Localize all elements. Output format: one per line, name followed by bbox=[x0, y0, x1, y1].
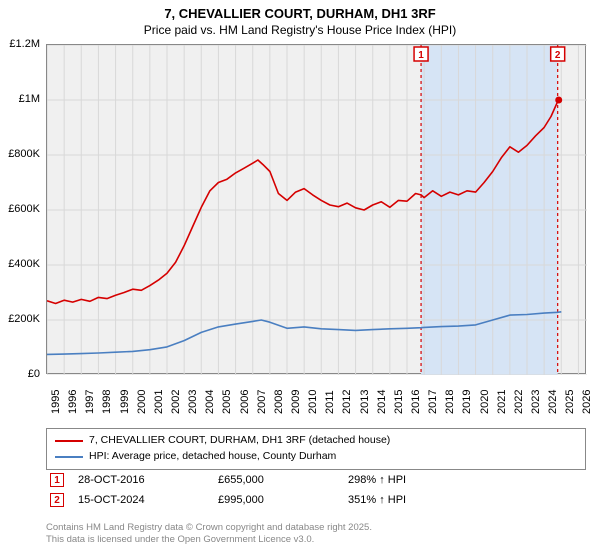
legend-row-hpi: HPI: Average price, detached house, Coun… bbox=[55, 449, 577, 465]
x-axis-label: 2009 bbox=[290, 390, 302, 414]
x-axis-label: 2024 bbox=[547, 390, 559, 414]
x-axis-label: 2005 bbox=[221, 390, 233, 414]
x-axis-label: 2003 bbox=[187, 390, 199, 414]
footer-line-2: This data is licensed under the Open Gov… bbox=[46, 534, 586, 546]
svg-text:1: 1 bbox=[418, 50, 424, 61]
x-axis-label: 2026 bbox=[581, 390, 593, 414]
x-axis-label: 2020 bbox=[479, 390, 491, 414]
x-axis-label: 2010 bbox=[307, 390, 319, 414]
y-axis-label: £800K bbox=[8, 148, 40, 160]
footer-attribution: Contains HM Land Registry data © Crown c… bbox=[46, 522, 586, 547]
data-point-marker-2: 2 bbox=[50, 493, 64, 507]
chart-plot-area: 12 bbox=[46, 44, 586, 374]
x-axis-label: 1998 bbox=[101, 390, 113, 414]
legend-row-property: 7, CHEVALLIER COURT, DURHAM, DH1 3RF (de… bbox=[55, 433, 577, 449]
x-axis-label: 2017 bbox=[427, 390, 439, 414]
data-point-price: £655,000 bbox=[218, 474, 348, 486]
x-axis-label: 2002 bbox=[170, 390, 182, 414]
footer-line-1: Contains HM Land Registry data © Crown c… bbox=[46, 522, 586, 534]
data-point-price: £995,000 bbox=[218, 494, 348, 506]
x-axis-label: 2008 bbox=[273, 390, 285, 414]
x-axis-label: 2011 bbox=[324, 390, 336, 414]
x-axis-label: 1996 bbox=[67, 390, 79, 414]
x-axis-label: 2000 bbox=[136, 390, 148, 414]
chart-svg: 12 bbox=[47, 45, 587, 375]
y-axis-label: £1M bbox=[19, 93, 40, 105]
x-axis: 1995 1996 1997 1998 1999 2000 2001 2002 2003 2004… bbox=[46, 376, 586, 426]
data-point-hpi: 298% ↑ HPI bbox=[348, 474, 406, 486]
x-axis-label: 1997 bbox=[84, 390, 96, 414]
y-axis-label: £400K bbox=[8, 258, 40, 270]
x-axis-label: 2023 bbox=[530, 390, 542, 414]
x-axis-label: 2014 bbox=[376, 390, 388, 414]
x-axis-label: 2013 bbox=[359, 390, 371, 414]
x-axis-label: 1995 bbox=[50, 390, 62, 414]
legend-swatch-hpi bbox=[55, 456, 83, 458]
y-axis-label: £200K bbox=[8, 313, 40, 325]
title-main: 7, CHEVALLIER COURT, DURHAM, DH1 3RF bbox=[0, 6, 600, 23]
x-axis-label: 2025 bbox=[564, 390, 576, 414]
data-point-hpi: 351% ↑ HPI bbox=[348, 494, 406, 506]
legend-box: 7, CHEVALLIER COURT, DURHAM, DH1 3RF (de… bbox=[46, 428, 586, 470]
title-block: 7, CHEVALLIER COURT, DURHAM, DH1 3RF Pri… bbox=[0, 0, 600, 38]
svg-text:2: 2 bbox=[555, 50, 561, 61]
x-axis-label: 2007 bbox=[256, 390, 268, 414]
x-axis-label: 2018 bbox=[444, 390, 456, 414]
legend-label-hpi: HPI: Average price, detached house, Coun… bbox=[89, 449, 336, 465]
x-axis-label: 2019 bbox=[461, 390, 473, 414]
x-axis-label: 2012 bbox=[341, 390, 353, 414]
legend-label-property: 7, CHEVALLIER COURT, DURHAM, DH1 3RF (de… bbox=[89, 433, 390, 449]
x-axis-label: 2006 bbox=[239, 390, 251, 414]
data-points-table: 1 28-OCT-2016 £655,000 298% ↑ HPI 2 15-O… bbox=[46, 470, 586, 510]
y-axis: £0£200K£400K£600K£800K£1M£1.2M bbox=[0, 44, 44, 374]
data-point-date: 28-OCT-2016 bbox=[78, 474, 218, 486]
x-axis-label: 2004 bbox=[204, 390, 216, 414]
data-point-date: 15-OCT-2024 bbox=[78, 494, 218, 506]
chart-container: 7, CHEVALLIER COURT, DURHAM, DH1 3RF Pri… bbox=[0, 0, 600, 560]
data-point-row: 2 15-OCT-2024 £995,000 351% ↑ HPI bbox=[46, 490, 586, 510]
x-axis-label: 2001 bbox=[153, 390, 165, 414]
title-sub: Price paid vs. HM Land Registry's House … bbox=[0, 23, 600, 39]
data-point-marker-1: 1 bbox=[50, 473, 64, 487]
x-axis-label: 2022 bbox=[513, 390, 525, 414]
x-axis-label: 2021 bbox=[496, 390, 508, 414]
y-axis-label: £0 bbox=[28, 368, 40, 380]
y-axis-label: £1.2M bbox=[9, 38, 40, 50]
data-point-row: 1 28-OCT-2016 £655,000 298% ↑ HPI bbox=[46, 470, 586, 490]
x-axis-label: 2016 bbox=[410, 390, 422, 414]
y-axis-label: £600K bbox=[8, 203, 40, 215]
x-axis-label: 2015 bbox=[393, 390, 405, 414]
x-axis-label: 1999 bbox=[119, 390, 131, 414]
legend-swatch-property bbox=[55, 440, 83, 442]
